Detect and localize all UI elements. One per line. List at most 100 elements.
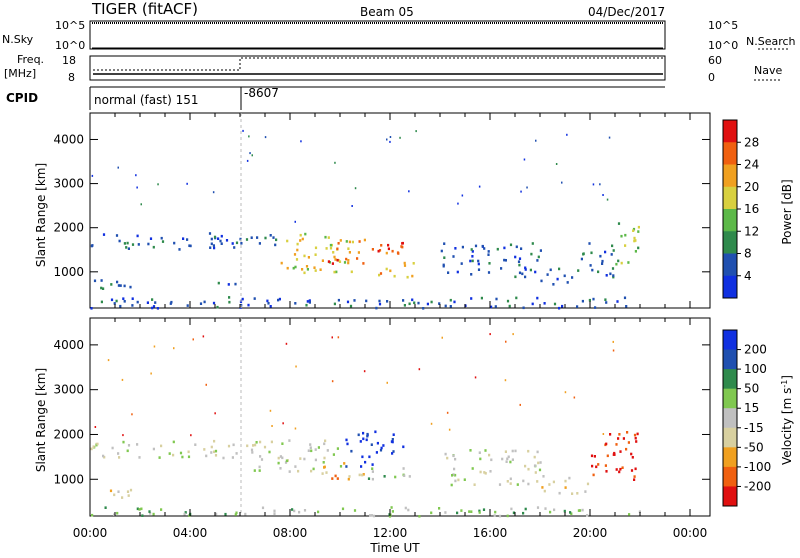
scatter-cell — [325, 471, 328, 474]
scatter-cell — [91, 244, 94, 247]
scatter-cell — [379, 448, 383, 452]
scatter-cell — [312, 467, 315, 471]
scatter-cell — [484, 449, 487, 452]
colorbar-tick-label: 4 — [744, 269, 752, 283]
scatter-cell — [346, 300, 350, 304]
y-tick-label: 3000 — [53, 383, 84, 397]
scatter-cell — [136, 507, 139, 511]
scatter-cell — [403, 474, 406, 477]
scatter-cell — [591, 268, 594, 272]
scatter-cell — [411, 298, 414, 302]
scatter-cell — [345, 240, 348, 243]
scatter-cell — [119, 284, 122, 287]
scatter-cell — [531, 242, 534, 245]
scatter-cell — [188, 244, 191, 247]
scatter-cell — [509, 460, 512, 464]
scatter-cell — [247, 303, 250, 307]
scatter-cell — [100, 286, 103, 290]
scatter-cell — [558, 267, 561, 271]
scatter-cell — [460, 509, 463, 512]
velocity-x-ticks — [89, 318, 691, 516]
scatter-cell — [141, 514, 144, 517]
scatter-cell — [308, 301, 311, 304]
scatter-cell — [334, 258, 337, 261]
scatter-cell — [350, 449, 353, 453]
scatter-cell — [127, 494, 130, 497]
scatter-cell — [371, 463, 374, 466]
scatter-cell — [183, 512, 186, 516]
scatter-cell — [333, 270, 336, 274]
scatter-cell — [368, 455, 371, 459]
scatter-cell — [273, 509, 276, 513]
y-tick-label: 4000 — [53, 338, 84, 352]
scatter-cell — [391, 452, 394, 455]
scatter-cell — [264, 236, 267, 240]
scatter-cell — [275, 238, 278, 242]
scatter-cell — [514, 255, 517, 259]
scatter-cell — [115, 234, 119, 237]
scatter-cell — [288, 470, 291, 473]
scatter-cell — [310, 449, 313, 453]
scatter-noise — [520, 190, 522, 193]
nave-tick-bottom: 0 — [708, 71, 715, 84]
scatter-cell — [511, 458, 514, 461]
scatter-cell — [253, 469, 256, 472]
scatter-cell — [188, 514, 191, 517]
scatter-cell — [487, 253, 490, 256]
scatter-cell — [379, 272, 383, 275]
scatter-cell — [294, 465, 297, 468]
scatter-cell — [210, 242, 213, 246]
scatter-cell — [620, 261, 623, 265]
scatter-noise — [602, 194, 604, 196]
scatter-cell — [303, 254, 306, 258]
scatter-cell — [558, 306, 561, 310]
scatter-cell — [422, 307, 425, 310]
nsky-tick-top: 10^5 — [55, 19, 85, 32]
scatter-cell — [536, 480, 539, 483]
scatter-cell — [508, 304, 511, 308]
scatter-cell — [102, 287, 105, 290]
scatter-noise — [282, 422, 284, 425]
scatter-cell — [317, 510, 320, 514]
scatter-cell — [561, 304, 564, 308]
y-tick-label: 1000 — [53, 265, 84, 279]
scatter-cell — [592, 297, 595, 301]
scatter-noise — [489, 333, 491, 336]
colorbar-segment — [723, 275, 737, 299]
scatter-noise — [135, 174, 137, 177]
scatter-cell — [299, 239, 302, 242]
scatter-cell — [273, 512, 276, 515]
scatter-cell — [471, 255, 474, 258]
scatter-cell — [317, 446, 320, 449]
scatter-cell — [480, 296, 483, 300]
scatter-noise — [157, 183, 159, 186]
scatter-cell — [438, 302, 441, 305]
scatter-cell — [138, 456, 141, 459]
scatter-cell — [471, 250, 474, 253]
scatter-cell — [518, 263, 521, 267]
scatter-cell — [137, 243, 140, 246]
scatter-cell — [301, 268, 304, 271]
colorbar-tick-label: 50 — [744, 382, 759, 396]
scatter-cell — [323, 466, 326, 469]
scatter-noise — [415, 130, 417, 133]
scatter-noise — [474, 376, 477, 379]
colorbar-segment — [723, 427, 737, 448]
scatter-cell — [390, 440, 393, 443]
scatter-cell — [438, 507, 441, 510]
nave-label: Nave — [754, 64, 782, 77]
scatter-cell — [626, 431, 629, 434]
scatter-cell — [515, 296, 518, 300]
scatter-noise — [264, 136, 267, 139]
scatter-cell — [611, 244, 614, 248]
scatter-cell — [391, 438, 394, 441]
scatter-cell — [452, 454, 455, 458]
nsky-tick-bottom: 10^0 — [55, 39, 85, 52]
scatter-cell — [552, 480, 555, 484]
scatter-cell — [498, 483, 502, 486]
scatter-cell — [361, 473, 364, 477]
scatter-cell — [407, 508, 410, 512]
scatter-noise — [523, 158, 526, 161]
scatter-cell — [478, 509, 481, 513]
scatter-cell — [268, 450, 271, 454]
